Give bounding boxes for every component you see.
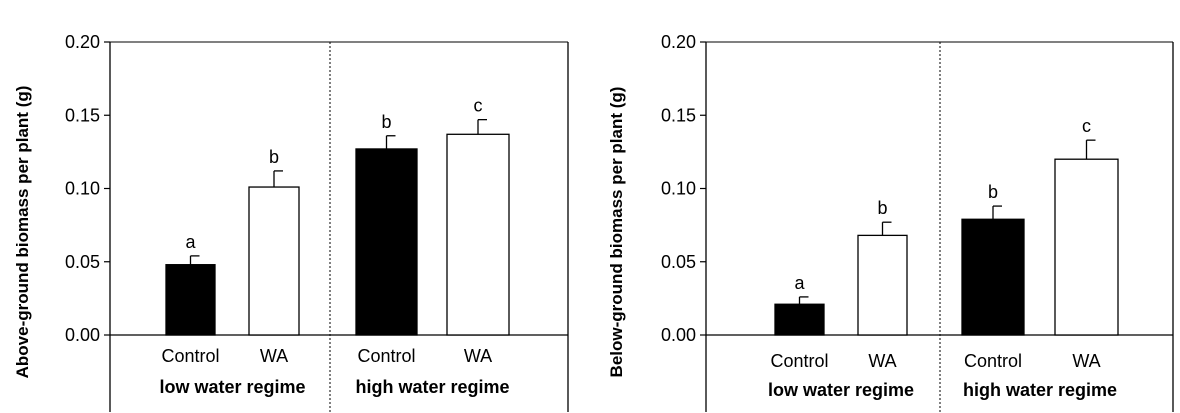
significance-letter: b [988, 182, 998, 202]
group-label: high water regime [355, 377, 509, 397]
y-tick-label: 0.15 [65, 105, 100, 125]
y-tick-label: 0.00 [661, 325, 696, 345]
significance-letter: a [794, 273, 805, 293]
bar-control-low [165, 264, 216, 336]
category-label: Control [161, 346, 219, 366]
bar-control-high [355, 148, 418, 336]
bar-wa-low [857, 234, 908, 336]
y-tick-label: 0.10 [661, 179, 696, 199]
bar-control-low [774, 303, 825, 336]
category-label: WA [260, 346, 288, 366]
bar-control-high [961, 218, 1025, 336]
category-label: Control [964, 351, 1022, 371]
significance-letter: a [185, 232, 196, 252]
significance-letter: c [1082, 116, 1091, 136]
y-tick-label: 0.20 [65, 32, 100, 52]
category-label: Control [770, 351, 828, 371]
category-label: WA [464, 346, 492, 366]
y-tick-label: 0.15 [661, 105, 696, 125]
chart-panel-2: 0.00 0.05 0.10 0.15 0.20 Below-ground biomass… [607, 32, 1174, 412]
significance-letter: b [269, 147, 279, 167]
group-label: low water regime [768, 380, 914, 400]
bar-wa-high [1054, 158, 1119, 336]
y-tick-label: 0.05 [661, 252, 696, 272]
bar-wa-low [248, 186, 300, 336]
significance-letter: c [474, 96, 483, 116]
category-label: WA [1072, 351, 1100, 371]
chart-panel-1: 0.00 0.05 0.10 0.15 0.20 Above-ground biomass… [13, 32, 569, 412]
y-axis-label: Below-ground biomass per plant (g) [607, 87, 626, 378]
y-tick-label: 0.20 [661, 32, 696, 52]
category-label: Control [357, 346, 415, 366]
y-tick-label: 0.05 [65, 252, 100, 272]
y-tick-label: 0.10 [65, 179, 100, 199]
bar-wa-high [446, 133, 510, 336]
category-label: WA [868, 351, 896, 371]
significance-letter: b [877, 198, 887, 218]
group-label: high water regime [963, 380, 1117, 400]
y-tick-label: 0.00 [65, 325, 100, 345]
y-axis-label: Above-ground biomass per plant (g) [13, 86, 32, 379]
significance-letter: b [381, 112, 391, 132]
group-label: low water regime [159, 377, 305, 397]
